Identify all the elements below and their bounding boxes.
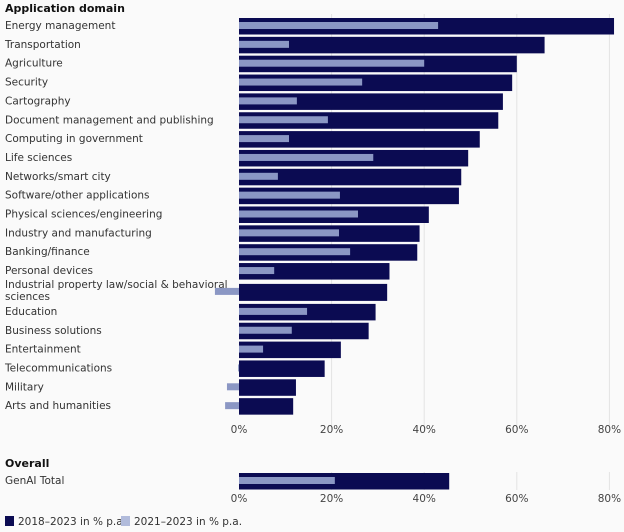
x-tick-label: 0%: [231, 493, 248, 505]
category-label: Entertainment: [5, 344, 81, 356]
bar-2021-2023: [214, 287, 239, 295]
category-label: Education: [5, 306, 57, 318]
category-label: Arts and humanities: [5, 400, 111, 412]
x-tick-label: 40%: [413, 493, 436, 505]
bar-2021-2023: [239, 172, 278, 180]
x-tick-label: 80%: [598, 493, 621, 505]
bar-2021-2023: [239, 326, 292, 334]
category-label: Document management and publishing: [5, 114, 214, 126]
legend-label: 2018–2023 in % p.a.: [18, 516, 126, 528]
bar-2021-2023: [238, 364, 240, 372]
bar-2018-2023: [239, 36, 545, 54]
bar-2018-2023: [239, 398, 294, 415]
category-label: Industrial property law/social & behavio…: [5, 279, 228, 291]
bar-2021-2023: [239, 477, 335, 484]
bar-2021-2023: [239, 135, 290, 143]
x-tick-label: 60%: [505, 493, 528, 505]
bar-2021-2023: [239, 248, 351, 256]
category-label: Physical sciences/engineering: [5, 209, 162, 221]
legend-label: 2021–2023 in % p.a.: [134, 516, 242, 528]
section-title: Overall: [5, 457, 49, 470]
bar-2021-2023: [239, 191, 340, 199]
bar-2021-2023: [239, 97, 297, 105]
bar-2021-2023: [239, 116, 328, 124]
legend-swatch-b: [121, 516, 130, 526]
category-label: Security: [5, 77, 48, 89]
bar-2021-2023: [239, 345, 264, 353]
category-label: Personal devices: [5, 265, 93, 277]
category-label: Business solutions: [5, 325, 102, 337]
x-tick-label: 20%: [320, 493, 343, 505]
bar-2021-2023: [225, 402, 239, 410]
bar-2021-2023: [226, 383, 239, 391]
bar-2021-2023: [239, 153, 374, 161]
bar-2021-2023: [239, 229, 340, 237]
legend-swatch-a: [5, 516, 14, 526]
bar-2018-2023: [239, 283, 388, 301]
category-label-cont: sciences: [5, 291, 50, 303]
category-label: Transportation: [4, 39, 81, 51]
bar-2018-2023: [239, 131, 480, 148]
bar-2021-2023: [239, 78, 363, 86]
category-label: Networks/smart city: [5, 171, 111, 183]
category-label: Telecommunications: [4, 362, 112, 374]
bar-2021-2023: [239, 22, 439, 29]
bar-2021-2023: [239, 210, 358, 218]
x-tick-label: 80%: [598, 424, 621, 436]
category-label: Life sciences: [5, 152, 72, 164]
category-label: Industry and manufacturing: [5, 227, 152, 239]
bar-2018-2023: [239, 93, 503, 110]
bar-2018-2023: [239, 263, 390, 280]
x-tick-label: 40%: [413, 424, 436, 436]
x-tick-label: 20%: [320, 424, 343, 436]
bar-2021-2023: [239, 40, 290, 48]
category-label: Cartography: [5, 95, 71, 107]
x-tick-label: 60%: [505, 424, 528, 436]
section-title: Application domain: [5, 2, 125, 15]
bar-2018-2023: [239, 360, 325, 377]
bar-2018-2023: [239, 341, 341, 359]
category-label: Computing in government: [5, 133, 143, 145]
category-label: Software/other applications: [5, 190, 150, 202]
category-label: Energy management: [5, 20, 115, 32]
category-label: GenAI Total: [5, 475, 64, 487]
bar-2021-2023: [239, 307, 308, 315]
x-tick-label: 0%: [231, 424, 248, 436]
bar-2021-2023: [239, 267, 275, 275]
bar-2018-2023: [239, 379, 296, 396]
category-label: Agriculture: [5, 58, 63, 70]
bar-2021-2023: [239, 59, 425, 67]
category-label: Military: [5, 381, 44, 393]
bar-2018-2023: [239, 168, 462, 186]
category-label: Banking/finance: [5, 246, 90, 258]
